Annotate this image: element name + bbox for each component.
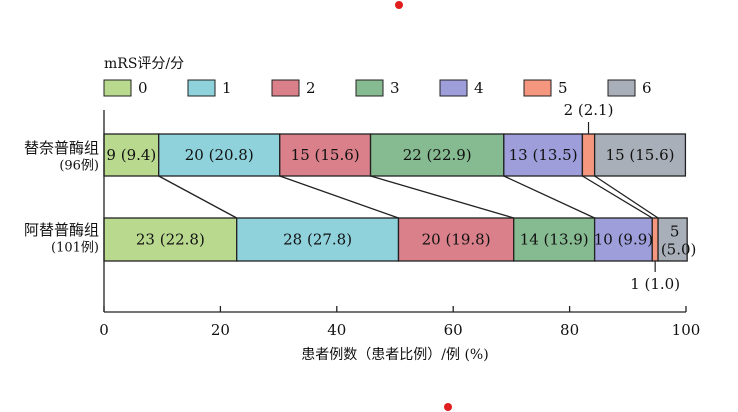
bars: 9 (9.4) 20 (20.8) 15 (15.6) 22 (22.9) 13 (13… [103, 101, 697, 293]
connector-line-4 [582, 175, 653, 219]
x-tick-label-80: 80 [560, 321, 579, 339]
data-label-1-4: 10 (9.9) [594, 231, 653, 249]
x-axis: 0 20 40 60 80 100 患者例数（患者比例）/例 (%) [99, 110, 700, 363]
bar-segment-0-6 [593, 133, 687, 177]
legend-swatch-6 [607, 79, 636, 97]
legend: mRS评分/分 0 1 2 3 4 5 6 [103, 56, 652, 97]
data-label-0-4: 13 (13.5) [509, 146, 578, 164]
bar-segment-0-3 [369, 133, 505, 177]
decorative-dot-bottom [444, 403, 452, 411]
legend-swatch-2 [271, 79, 300, 97]
category-sublabel-1: (101例) [51, 241, 99, 256]
x-tick-label-20: 20 [211, 321, 230, 339]
bar-segment-1-6 [657, 217, 688, 262]
legend-swatch-3 [355, 79, 384, 97]
connector-line-0 [158, 175, 238, 219]
x-tick-label-60: 60 [444, 321, 463, 339]
x-tick-label-100: 100 [672, 321, 701, 339]
bar-segment-1-3 [513, 217, 596, 262]
legend-label-4: 4 [474, 79, 484, 97]
connector-line-2 [370, 175, 514, 219]
data-label-0-5: 2 (2.1) [564, 101, 614, 119]
category-labels: 替奈普酶组 (96例) 阿替普酶组 (101例) [24, 139, 99, 256]
legend-label-2: 2 [306, 79, 316, 97]
category-label-1: 阿替普酶组 [24, 221, 99, 239]
data-label-1-2: 20 (19.8) [422, 231, 491, 249]
x-axis-title: 患者例数（患者比例）/例 (%) [301, 347, 488, 363]
bar-segment-0-2 [279, 133, 372, 177]
legend-label-6: 6 [642, 79, 652, 97]
legend-swatch-5 [523, 79, 552, 97]
legend-label-1: 1 [222, 79, 232, 97]
data-label-0-1: 20 (20.8) [185, 146, 254, 164]
connector-lines [158, 175, 659, 219]
legend-label-0: 0 [138, 79, 148, 97]
data-label-0-6: 15 (15.6) [606, 146, 675, 164]
bar-segment-0-5 [581, 133, 596, 177]
data-label-1-3: 14 (13.9) [520, 231, 589, 249]
connector-line-3 [503, 175, 595, 219]
category-label-0: 替奈普酶组 [24, 139, 99, 157]
data-label-0-0: 9 (9.4) [106, 146, 156, 164]
legend-title: mRS评分/分 [104, 56, 184, 72]
x-tick-label-0: 0 [99, 321, 109, 339]
connector-line-5 [594, 175, 659, 219]
legend-swatch-4 [439, 79, 468, 97]
data-label-0-3: 22 (22.9) [403, 146, 472, 164]
data-label-1-0: 23 (22.8) [136, 231, 205, 249]
decorative-dot-top [395, 1, 403, 9]
bar-segment-1-1 [236, 217, 400, 262]
data-label-0-2: 15 (15.6) [291, 146, 360, 164]
legend-swatch-0 [103, 79, 132, 97]
legend-label-3: 3 [390, 79, 400, 97]
connector-line-1 [279, 175, 399, 219]
bar-segment-0-0 [103, 133, 160, 177]
data-label-1-5: 1 (1.0) [630, 275, 680, 293]
legend-swatch-1 [187, 79, 216, 97]
data-label-1-1: 28 (27.8) [283, 231, 352, 249]
legend-label-5: 5 [558, 79, 568, 97]
x-tick-label-40: 40 [327, 321, 346, 339]
bar-segment-0-1 [158, 133, 281, 177]
category-sublabel-0: (96例) [59, 159, 99, 174]
data-label-1-6: 5 (5.0) [661, 223, 697, 259]
